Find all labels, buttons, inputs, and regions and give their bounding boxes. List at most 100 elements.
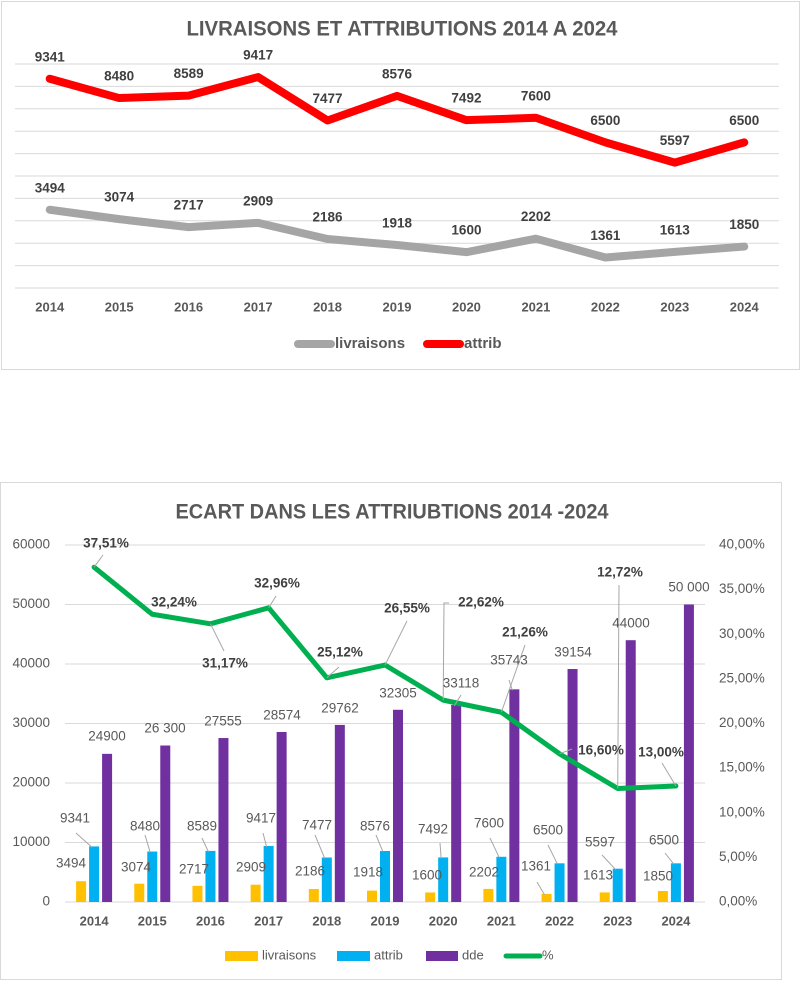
y-left-tick-label: 30000 [12,715,50,730]
x-tick-label: 2017 [254,913,283,928]
data-label-livraisons: 3494 [56,856,87,871]
leader-line-percent [661,762,677,787]
y-right-tick-label: 30,00% [719,626,765,641]
data-label-livraisons: 3074 [121,860,152,875]
data-label-attrib: 9417 [243,48,273,63]
leader-line-percent [93,554,104,568]
data-label-attrib: 7477 [313,91,343,106]
data-label-attrib: 7492 [451,91,481,106]
data-label-livraisons: 3074 [104,190,135,205]
chart2-data-labels: 3494 3074 2717 2909 2186 1918 1600 2202 1361 1613… [56,536,710,884]
chart2-leader-lines [75,554,677,896]
y-right-tick-label: 0,00% [719,894,757,909]
legend-label-livraisons: livraisons [335,335,405,352]
chart2-right-axis: 0,00% 5,00% 10,00% 15,00% 20,00% 25,00% 30,00%… [719,537,765,909]
x-tick-label: 2019 [383,299,412,314]
leader-line-percent [268,595,277,609]
data-label-attrib: 6500 [533,823,563,838]
chart2-left-axis: 0 10000 20000 30000 40000 50000 60000 [12,537,50,909]
x-tick-label: 2014 [80,913,110,928]
data-label-attrib: 6500 [649,833,679,848]
legend-label-livraisons: livraisons [262,947,317,962]
leader-line-livraisons [536,881,545,896]
chart2-x-axis: 2014 2015 2016 2017 2018 2019 2020 2021 2022 2023… [80,913,692,928]
series-line-livraisons [45,205,749,262]
bar-dde [509,689,520,902]
leader-line-attrib [314,834,326,859]
data-label-percent: 12,72% [597,565,643,580]
bar-livraisons [599,892,610,902]
data-label-percent: 31,17% [202,656,248,671]
bar-dde [683,604,694,902]
bar-attrib [612,868,623,902]
bar-livraisons [192,885,203,902]
data-label-dde: 28574 [263,708,301,723]
data-label-attrib: 5597 [660,133,690,148]
data-label-livraisons: 2202 [469,865,499,880]
leader-line-percent [500,644,526,713]
chart2-title: ECART DANS LES ATTRIUBTIONS 2014 -2024 [176,501,609,524]
chart1-plot-area: 3494 3074 2717 2909 2186 1918 1600 2202 1361 1613… [35,48,759,262]
data-label-dde: 35743 [490,653,528,668]
data-label-percent: 13,00% [638,745,684,760]
legend-item-attrib: attrib [423,335,502,352]
y-left-tick-label: 50000 [12,596,50,611]
data-label-attrib: 8576 [360,819,390,834]
legend-label-percent: % [542,947,554,962]
data-label-livraisons: 1361 [590,228,621,243]
data-label-percent: 37,51% [83,536,129,551]
y-right-tick-label: 20,00% [719,715,765,730]
leader-line-percent [326,666,340,679]
data-label-livraisons: 2717 [174,198,204,213]
data-label-attrib: 5597 [585,835,615,850]
y-left-tick-label: 20000 [12,775,50,790]
data-label-livraisons: 3494 [35,180,66,195]
data-label-livraisons: 2717 [179,862,209,877]
legend-item-livraisons: livraisons [225,947,317,962]
data-label-dde: 32305 [379,686,417,701]
chart2-bars [76,604,694,902]
data-label-livraisons: 1361 [521,859,551,874]
x-tick-label: 2015 [138,913,167,928]
data-label-livraisons: 1918 [353,865,383,880]
leader-line-attrib [439,842,442,859]
leader-line-attrib [489,837,500,858]
bar-livraisons [250,884,261,902]
bar-attrib [89,846,100,902]
chart2-legend: livraisons attrib dde % [225,947,554,962]
y-right-tick-label: 5,00% [719,849,757,864]
bar-livraisons [367,890,377,902]
x-tick-label: 2021 [521,299,550,314]
bar-livraisons [308,888,319,902]
bar-livraisons [425,892,436,902]
chart1-frame [1,1,800,370]
chart1-legend: livraisons attrib [294,335,502,352]
legend-label-attrib: attrib [464,335,502,352]
bar-dde [451,704,462,902]
data-label-attrib: 9341 [35,49,66,64]
leader-line-percent [442,602,449,701]
chart2-frame [0,482,782,980]
x-tick-label: 2016 [196,913,225,928]
leader-line-attrib [201,837,209,853]
x-tick-label: 2020 [452,299,481,314]
legend-swatch-attrib [337,951,370,961]
data-label-attrib: 9341 [60,811,90,826]
y-left-tick-label: 10000 [12,834,50,849]
data-label-percent: 16,60% [578,743,624,758]
data-label-dde: 50 000 [668,580,709,595]
x-tick-label: 2015 [105,299,134,314]
legend-item-dde: dde [426,947,484,962]
bar-dde [625,640,636,902]
bar-dde [393,709,403,902]
bar-attrib [554,863,565,902]
data-label-attrib: 6500 [590,113,620,128]
leader-line-attrib [601,854,617,871]
data-label-attrib: 8589 [187,819,217,834]
legend-item-livraisons: livraisons [294,335,405,352]
data-label-percent: 25,12% [317,645,363,660]
x-tick-label: 2014 [35,299,65,314]
leader-line-attrib [375,834,384,853]
x-tick-label: 2024 [730,299,760,314]
bar-attrib [147,851,158,902]
